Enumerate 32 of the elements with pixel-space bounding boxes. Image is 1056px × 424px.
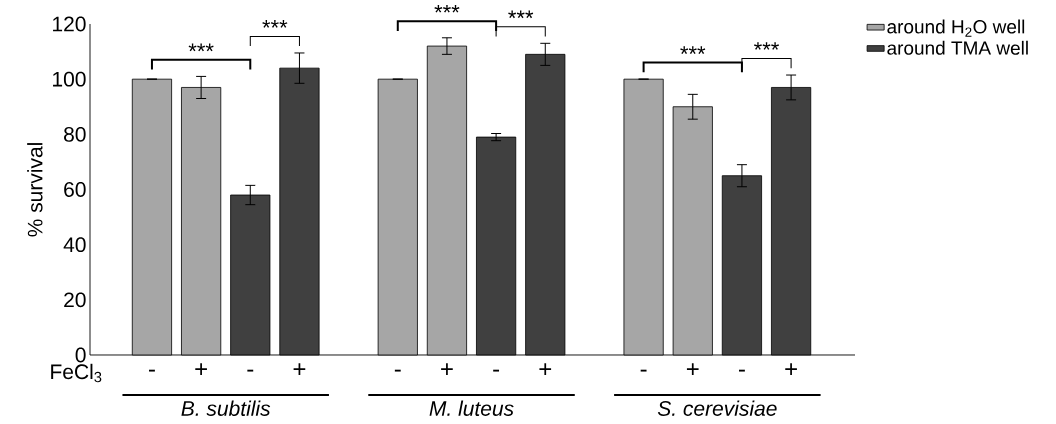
x-tick-label: - bbox=[493, 369, 500, 372]
x-tick-label: + bbox=[441, 363, 453, 375]
y-tick-label: 20 bbox=[64, 292, 86, 308]
text: B. subtilis bbox=[181, 400, 271, 416]
annotation: *** bbox=[680, 46, 706, 54]
y-tick-label: 60 bbox=[64, 182, 86, 197]
legend-label: around H$_{2}$O well bbox=[887, 19, 1025, 37]
text: S. cerevisiae bbox=[657, 400, 777, 416]
x-tick-label: - bbox=[394, 369, 401, 372]
annotation: *** bbox=[262, 20, 288, 28]
x-tick-label: + bbox=[195, 363, 207, 375]
text: M. luteus bbox=[429, 400, 514, 416]
y-tick-label: 40 bbox=[63, 237, 86, 253]
annotation: *** bbox=[754, 42, 779, 50]
text: *** bbox=[434, 4, 460, 13]
y-axis-title: % survival bbox=[27, 143, 43, 237]
x-tick-label: - bbox=[149, 369, 155, 372]
x-axis-title: FeCl$_{3}$ bbox=[51, 363, 102, 383]
annotation: *** bbox=[188, 43, 214, 52]
x-tick-label: + bbox=[539, 363, 552, 375]
legend-label: around TMA well bbox=[887, 40, 1028, 55]
x-tick-label: - bbox=[247, 369, 254, 372]
y-tick-label: 80 bbox=[64, 126, 86, 142]
text: *** bbox=[508, 10, 534, 19]
y-tick-label: 100 bbox=[53, 71, 86, 87]
x-tick-label: - bbox=[739, 369, 745, 372]
x-tick-label: + bbox=[785, 363, 797, 375]
x-tick-label: - bbox=[640, 369, 647, 372]
y-tick-label: 0 bbox=[75, 347, 86, 363]
x-tick-label: + bbox=[293, 363, 306, 375]
y-tick-label: 120 bbox=[53, 16, 86, 32]
x-tick-label: + bbox=[686, 363, 699, 375]
